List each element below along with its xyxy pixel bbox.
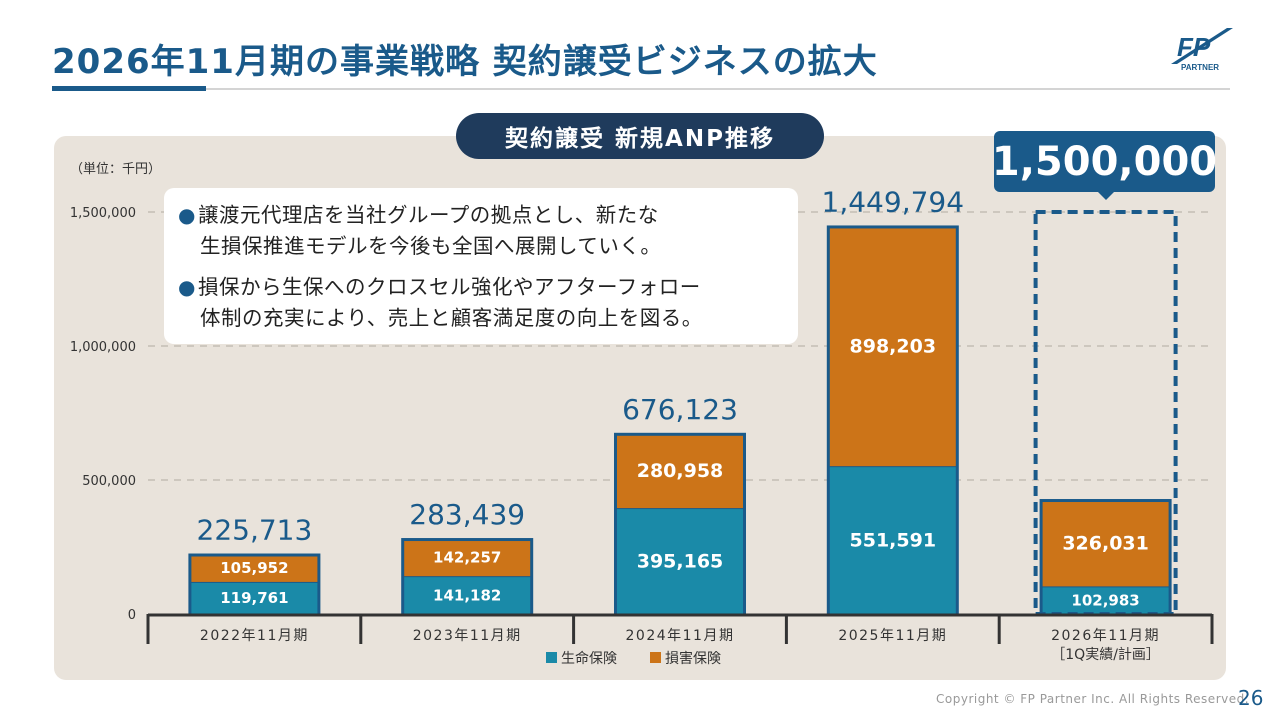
bar-nonlife	[1042, 502, 1169, 587]
y-tick-label: 0	[128, 608, 136, 623]
company-logo: FP PARTNER	[1171, 28, 1233, 72]
target-value-badge: 1,500,000	[992, 131, 1217, 192]
bar-nonlife-label: 280,958	[637, 460, 724, 482]
bar-total-label: 225,713	[197, 514, 313, 547]
bar-life	[404, 577, 531, 614]
y-tick-label: 500,000	[82, 474, 136, 489]
page-title: 2026年11月期の事業戦略 契約譲受ビジネスの拡大	[52, 42, 878, 82]
bullet-2-line-1: 損保から生保へのクロスセル強化やアフターフォロー	[197, 275, 701, 299]
bar-nonlife-label: 105,952	[220, 559, 288, 577]
bar-life-label: 395,165	[637, 551, 724, 573]
x-tick-sublabel: ［1Q実績/計画］	[1051, 647, 1160, 663]
bullet-dot-icon: ●	[178, 203, 196, 227]
title-underline	[52, 88, 1230, 90]
bar-life	[191, 582, 318, 614]
bullet-dot-icon: ●	[178, 275, 196, 299]
bar-nonlife-label: 898,203	[850, 335, 937, 357]
bar-life-label: 102,983	[1071, 591, 1139, 609]
bullet-2: ●損保から生保へのクロスセル強化やアフターフォロー 体制の充実により、売上と顧客…	[178, 272, 703, 334]
y-tick-label: 1,000,000	[70, 340, 136, 355]
legend-swatch-nonlife	[650, 652, 661, 663]
bar-nonlife	[617, 435, 743, 509]
title-accent-bar	[52, 86, 206, 91]
y-tick-label: 1,500,000	[70, 206, 136, 221]
bullet-2-line-2: 体制の充実により、売上と顧客満足度の向上を図る。	[200, 306, 703, 330]
x-tick-label: 2026年11月期	[1051, 628, 1160, 644]
bar-life-label: 551,591	[850, 530, 937, 552]
bar-nonlife	[829, 228, 956, 467]
bullet-1-line-2: 生損保推進モデルを今後も全国へ展開していく。	[200, 234, 662, 258]
bar-total-label: 676,123	[622, 393, 738, 426]
logo-subtext: PARTNER	[1181, 63, 1219, 72]
bar-life-label: 119,761	[220, 589, 288, 607]
legend-label-life: 生命保険	[561, 650, 617, 667]
x-tick-label: 2023年11月期	[413, 628, 522, 644]
logo-text: FP	[1177, 32, 1211, 62]
page-number: 26	[1238, 686, 1264, 710]
bullet-1: ●譲渡元代理店を当社グループの拠点とし、新たな 生損保推進モデルを今後も全国へ展…	[178, 200, 661, 262]
copyright: Copyright © FP Partner Inc. All Rights R…	[936, 692, 1250, 706]
chart-title: 契約譲受 新規ANP推移	[456, 113, 824, 159]
target-pointer-icon	[1097, 191, 1115, 200]
bar-nonlife-label: 142,257	[433, 548, 501, 566]
bar-life	[1042, 587, 1169, 614]
legend-label-nonlife: 損害保険	[665, 651, 721, 667]
bar-total-label: 283,439	[409, 498, 525, 531]
bar-nonlife	[404, 541, 531, 577]
x-tick-label: 2022年11月期	[200, 628, 309, 644]
bar-life-label: 141,182	[433, 586, 501, 604]
bar-life	[617, 509, 743, 614]
bar-life	[829, 467, 956, 614]
legend-swatch-life	[546, 652, 557, 663]
bullet-1-line-1: 譲渡元代理店を当社グループの拠点とし、新たな	[197, 203, 659, 227]
x-tick-label: 2025年11月期	[838, 628, 947, 644]
bar-nonlife-label: 326,031	[1062, 532, 1149, 554]
bar-total-label: 1,449,794	[822, 185, 965, 218]
bar-nonlife	[191, 556, 318, 582]
callout-box	[164, 188, 798, 344]
x-tick-label: 2024年11月期	[626, 628, 735, 644]
unit-label: （単位：千円）	[70, 162, 162, 177]
